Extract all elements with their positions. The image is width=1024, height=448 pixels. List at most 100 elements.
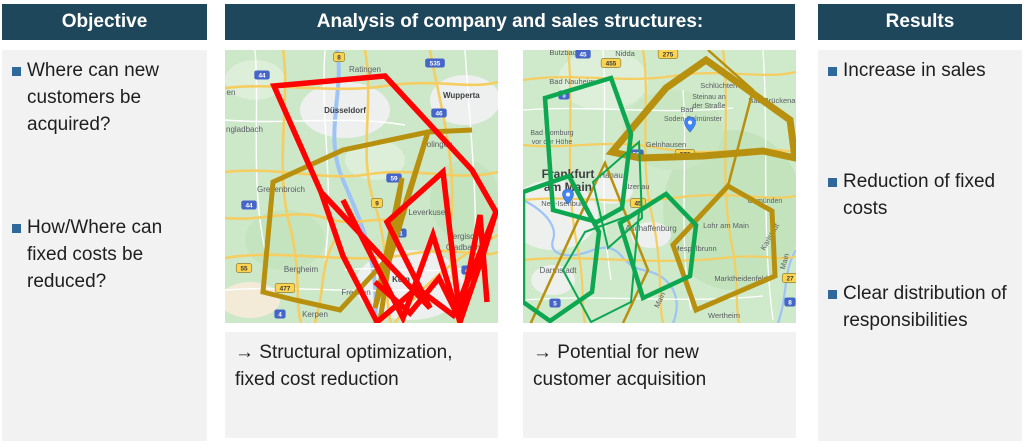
- svg-text:27: 27: [786, 275, 794, 282]
- road-shield-icon: 4: [274, 309, 286, 319]
- map-label: Bad Homburg: [530, 130, 573, 137]
- bullet-square-icon: [12, 223, 21, 233]
- analysis-title: Analysis of company and sales structures…: [316, 11, 704, 32]
- road-shield-icon: 8: [333, 52, 345, 62]
- road-shield-icon: 275: [657, 50, 679, 59]
- analysis-header: Analysis of company and sales structures…: [225, 4, 795, 40]
- map-label: Wertheim: [708, 311, 740, 320]
- map-label: am Main: [544, 180, 592, 194]
- sales-territory-outline: [617, 191, 699, 302]
- svg-text:477: 477: [280, 285, 291, 292]
- svg-text:4: 4: [278, 311, 282, 318]
- sales-structure-map-frankfurt: Butzbach Nidda Bad Nauheim Schlüchtern Stein…: [523, 50, 796, 323]
- map-label: Steinau an: [692, 94, 726, 101]
- map-label: Aschaffenburg: [625, 224, 676, 233]
- map-label: vor der Höhe: [532, 139, 573, 146]
- map-label: Neu-Isenburg: [541, 199, 586, 208]
- map-label: Gemünden: [748, 198, 783, 205]
- objective-title: Objective: [61, 11, 148, 32]
- map-label: Butzbach: [549, 50, 580, 57]
- road-shield-icon: 59: [386, 173, 402, 183]
- road-shield-icon: 9: [371, 198, 383, 208]
- bullet-square-icon: [12, 67, 21, 76]
- bullet-text: Increase in sales: [843, 60, 986, 81]
- svg-text:8: 8: [788, 299, 792, 306]
- map-label: der Straße: [692, 103, 725, 110]
- svg-text:5: 5: [553, 300, 557, 307]
- sales-territory-outline: [670, 182, 778, 314]
- bullet-item: Where can new customers be acquired?: [10, 58, 197, 139]
- svg-text:46: 46: [435, 110, 443, 117]
- map-label: Main: [778, 252, 791, 270]
- map-pin-icon: [684, 116, 696, 133]
- map-label: Bad Brückenau: [748, 96, 796, 105]
- road-shield-icon: 55: [235, 263, 253, 273]
- map-label: Gladbach: [446, 243, 480, 252]
- map-svg-west: Ratingen Düsseldorf Wupperta en ngladbach Sol…: [225, 50, 498, 323]
- map-label: Kerpen: [302, 310, 328, 319]
- territories-layer: [260, 73, 498, 323]
- sales-territory-outline: [542, 75, 634, 225]
- road-shield-icon: 455: [600, 58, 622, 68]
- labels-layer: Ratingen Düsseldorf Wupperta en ngladbach Sol…: [226, 65, 480, 319]
- bullet-text: Clear distribution of responsibilities: [843, 282, 1007, 331]
- svg-text:275: 275: [663, 51, 674, 58]
- map-label: Darmstadt: [540, 266, 578, 275]
- results-header: Results: [818, 4, 1022, 40]
- map-label: ngladbach: [226, 125, 263, 134]
- road-shield-icon: 535: [425, 58, 445, 68]
- caption-customer-acquisition: → Potential for new customer acquisition: [523, 332, 796, 438]
- bullet-item: How/Where can fixed costs be reduced?: [10, 215, 197, 296]
- svg-text:44: 44: [245, 202, 253, 209]
- svg-text:455: 455: [606, 60, 617, 67]
- sales-territory-outline: [373, 269, 474, 319]
- road-shield-icon: 46: [431, 108, 447, 118]
- bullet-square-icon: [828, 289, 837, 299]
- road-shield-icon: 27: [781, 273, 796, 283]
- bullet-text: How/Where can fixed costs be reduced?: [27, 216, 163, 292]
- results-title: Results: [885, 11, 955, 32]
- svg-text:44: 44: [258, 72, 266, 79]
- map-label: Lohr am Main: [703, 221, 749, 230]
- map-label: Bergisch: [447, 232, 478, 241]
- map-svg-frankfurt: Butzbach Nidda Bad Nauheim Schlüchtern Stein…: [523, 50, 796, 323]
- results-panel: Increase in sales Reduction of fixed cost…: [818, 50, 1022, 441]
- bullet-text: Reduction of fixed costs: [843, 170, 996, 219]
- svg-text:535: 535: [430, 60, 441, 67]
- svg-text:8: 8: [337, 54, 341, 61]
- svg-text:59: 59: [390, 175, 398, 182]
- water-layer: [523, 199, 796, 323]
- road-shield-icon: 45: [575, 50, 591, 59]
- territories-layer: [523, 50, 796, 323]
- map-label: Grevenbroich: [257, 185, 305, 194]
- map-pin-icon: [562, 188, 574, 205]
- sales-structure-map-west: Ratingen Düsseldorf Wupperta en ngladbach Sol…: [225, 50, 498, 323]
- bullet-item: Reduction of fixed costs: [826, 169, 1012, 223]
- map-label: Alzenau: [622, 182, 649, 191]
- map-label: Bad: [681, 107, 694, 114]
- pins-layer: [562, 116, 696, 205]
- road-shield-icon: 44: [241, 200, 257, 210]
- map-label: Leverkusen: [408, 208, 449, 217]
- sales-territory-outline: [318, 166, 490, 319]
- svg-text:55: 55: [240, 265, 248, 272]
- map-label: Bad Nauheim: [549, 77, 594, 86]
- bullet-item: Increase in sales: [826, 58, 1012, 85]
- sales-territory-outline: [605, 55, 796, 162]
- map-label: Gelnhausen: [646, 140, 686, 149]
- map-label: Nidda: [615, 50, 635, 58]
- bullet-square-icon: [828, 177, 837, 187]
- map-label: Düsseldorf: [324, 106, 366, 115]
- objective-panel: Where can new customers be acquired? How/…: [2, 50, 207, 441]
- map-label: Wupperta: [443, 91, 480, 100]
- road-shield-icon: 5: [549, 298, 561, 308]
- sales-territory-outline: [260, 128, 432, 313]
- svg-text:9: 9: [375, 200, 379, 207]
- road-shield-icon: 477: [274, 283, 296, 293]
- sales-territory-outline: [523, 173, 602, 323]
- svg-text:45: 45: [634, 200, 642, 207]
- map-label: Solingen: [421, 140, 452, 149]
- sales-territory-outline: [372, 127, 473, 322]
